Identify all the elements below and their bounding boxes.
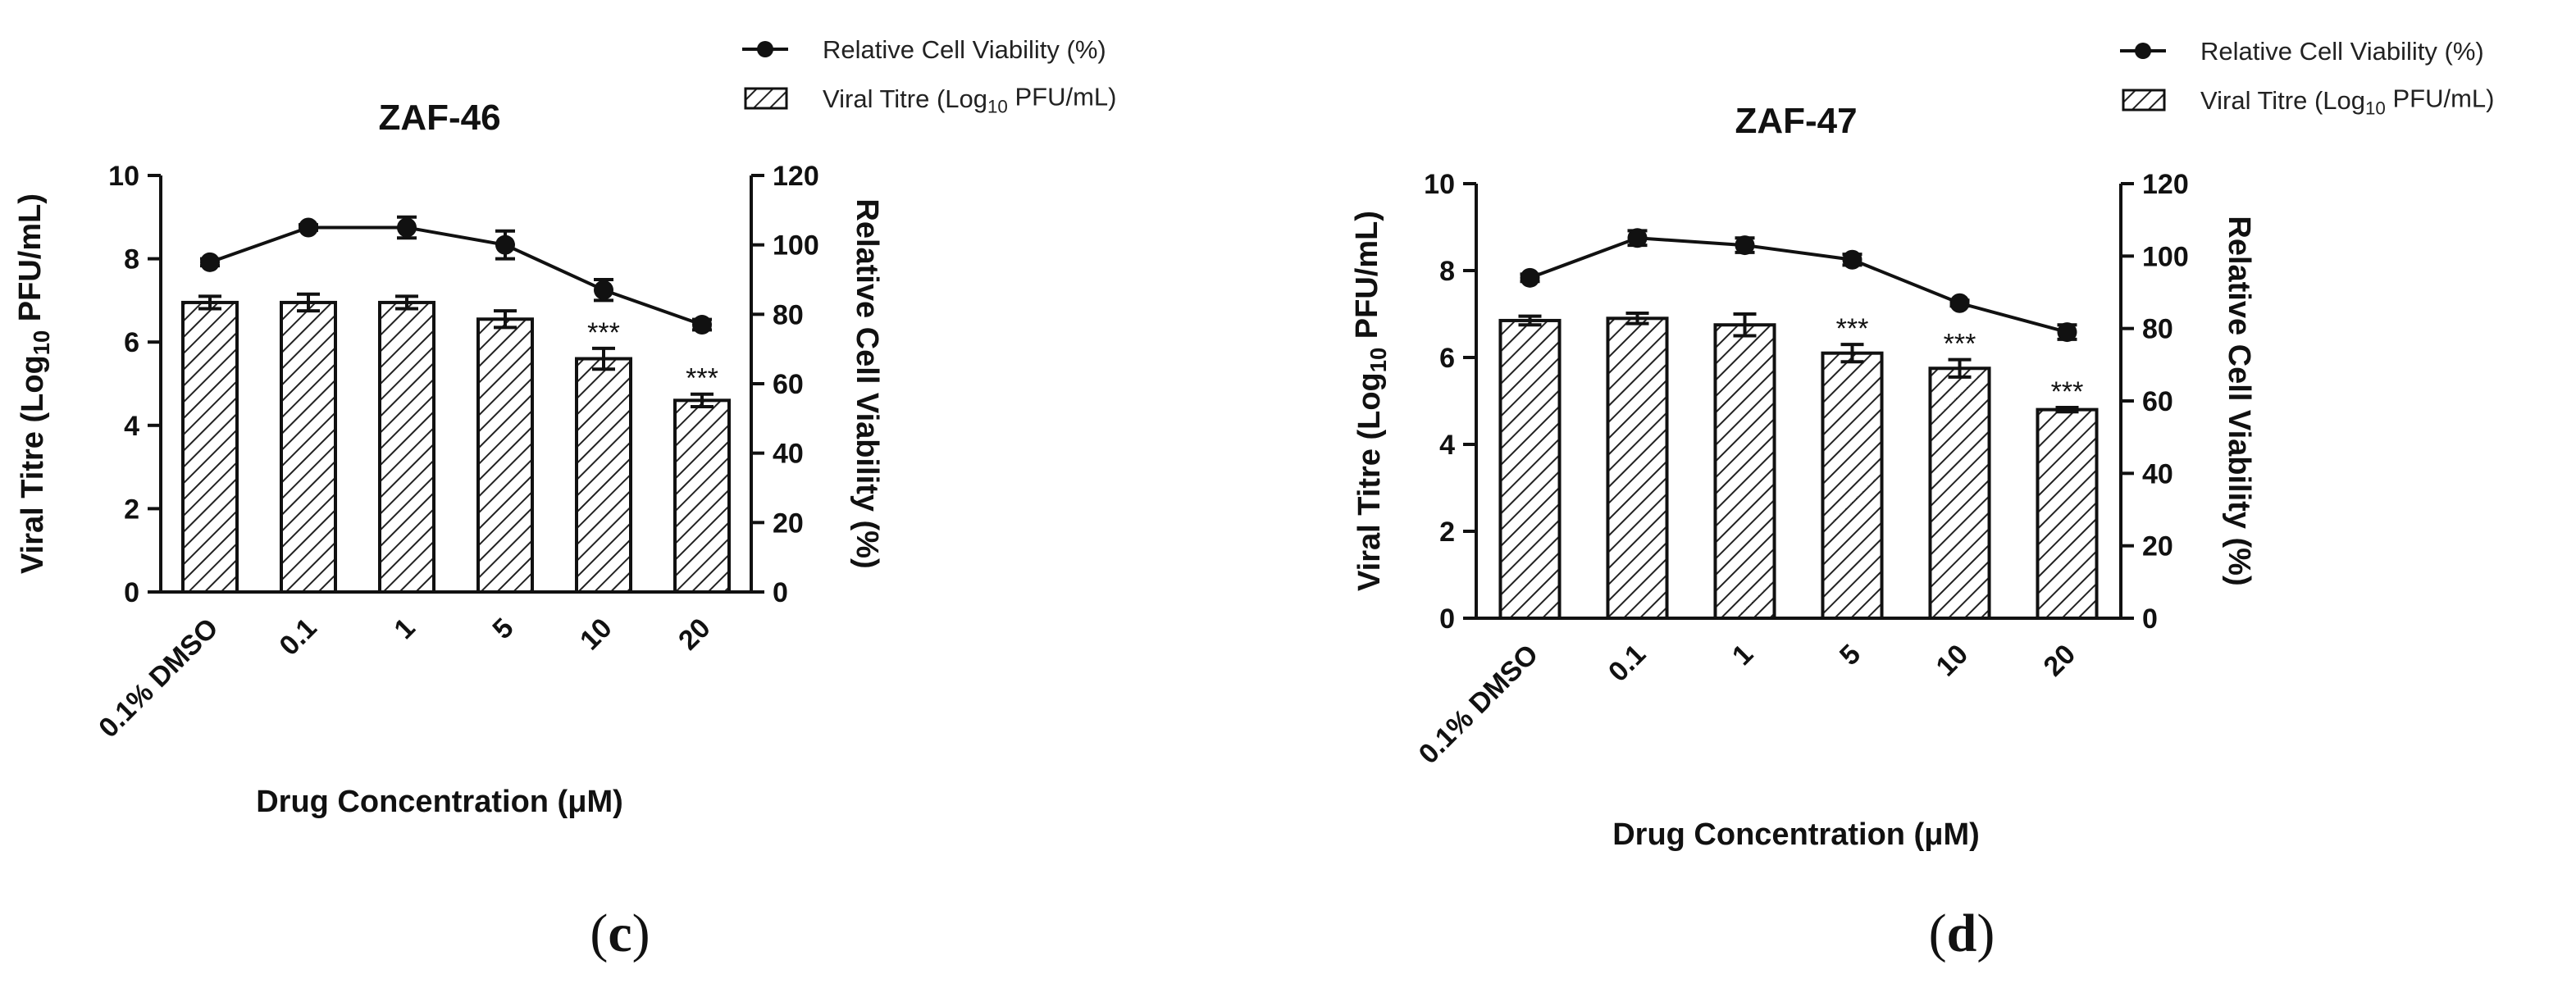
x-axis-label: Drug Concentration (μM) — [256, 785, 623, 819]
left-y-tick-label: 10 — [1424, 169, 1455, 200]
titre-bar — [1713, 323, 1776, 620]
significance-mark: *** — [686, 363, 718, 394]
left-y-tick-label: 0 — [124, 577, 139, 608]
left-y-tick-label: 2 — [1439, 517, 1455, 548]
titre-bar — [280, 300, 337, 594]
viability-point — [2057, 322, 2077, 343]
left-y-tick-label: 10 — [108, 161, 139, 192]
left-y-tick-label: 2 — [124, 494, 139, 525]
x-tick-label: 0.1% DMSO — [1413, 639, 1544, 770]
titre-bar — [378, 300, 435, 594]
x-tick-label: 1 — [1726, 639, 1759, 671]
right-y-tick-label: 20 — [2142, 531, 2173, 562]
viability-point — [1520, 267, 1540, 288]
x-tick-label: 1 — [388, 612, 421, 645]
legend-label-titre: Viral Titre (Log10 PFU/mL) — [823, 82, 1116, 116]
x-tick-label: 5 — [486, 612, 519, 645]
x-tick-label: 0.1 — [273, 612, 322, 662]
x-tick-label: 10 — [1931, 639, 1975, 683]
right-y-tick-label: 0 — [773, 577, 788, 608]
legend-hatch-swatch — [2122, 89, 2166, 112]
viability-point — [299, 217, 318, 238]
viability-point — [1842, 249, 1862, 270]
right-y-tick-label: 60 — [2142, 386, 2173, 417]
left-y-tick-label: 8 — [124, 244, 139, 275]
titre-bar — [1498, 318, 1562, 620]
significance-mark: *** — [1944, 329, 1976, 360]
right-y-tick-label: 100 — [2142, 241, 2189, 272]
x-tick-label: 0.1% DMSO — [93, 612, 224, 744]
panel-label: (d) — [1929, 904, 1995, 963]
chart-title: ZAF-47 — [1735, 101, 1857, 141]
legend-label-viability: Relative Cell Viability (%) — [2200, 37, 2484, 66]
left-y-tick-label: 4 — [124, 411, 139, 442]
x-tick-label: 0.1 — [1603, 639, 1652, 688]
right-y-axis-label: Relative Cell Viability (%) — [2222, 216, 2256, 585]
titre-bar — [1606, 316, 1669, 620]
titre-bar — [1928, 366, 1991, 620]
viability-point — [1627, 228, 1648, 248]
viability-point — [692, 315, 712, 335]
left-y-tick-label: 6 — [124, 327, 139, 358]
right-y-tick-label: 0 — [2142, 603, 2158, 635]
right-y-tick-label: 80 — [2142, 314, 2173, 345]
right-y-tick-label: 20 — [773, 508, 804, 539]
left-y-axis-label: Viral Titre (Log10 PFU/mL) — [1350, 211, 1391, 591]
viability-line — [209, 225, 703, 326]
left-y-tick-label: 0 — [1439, 603, 1455, 635]
legend-hatch-swatch — [744, 87, 788, 110]
legend-marker-swatch — [2135, 43, 2151, 59]
right-y-tick-label: 60 — [773, 369, 804, 400]
x-tick-label: 20 — [2038, 639, 2082, 683]
left-y-tick-label: 8 — [1439, 256, 1455, 287]
chart-title: ZAF-46 — [378, 98, 500, 138]
left-y-tick-label: 4 — [1439, 430, 1455, 461]
legend-marker-swatch — [757, 41, 773, 57]
x-tick-label: 20 — [672, 612, 717, 657]
titre-bar — [1821, 351, 1884, 620]
left-y-tick-label: 6 — [1439, 343, 1455, 374]
right-y-tick-label: 80 — [773, 299, 804, 330]
viability-point — [1735, 235, 1755, 256]
titre-bar — [181, 300, 239, 594]
viability-point — [1949, 293, 1970, 313]
right-y-axis-label: Relative Cell Viability (%) — [850, 198, 884, 568]
viability-line — [1529, 236, 2068, 335]
legend-label-viability: Relative Cell Viability (%) — [823, 35, 1106, 64]
significance-mark: *** — [1836, 313, 1869, 344]
viability-point — [397, 217, 417, 238]
viability-point — [594, 280, 613, 300]
viability-point — [200, 252, 220, 272]
viability-point — [495, 234, 515, 255]
right-y-tick-label: 120 — [2142, 169, 2189, 200]
significance-mark: *** — [2051, 376, 2084, 407]
legend-label-titre: Viral Titre (Log10 PFU/mL) — [2200, 84, 2494, 118]
right-y-tick-label: 100 — [773, 230, 819, 262]
x-axis-label: Drug Concentration (μM) — [1612, 817, 1980, 852]
titre-bar — [673, 398, 731, 594]
titre-bar — [476, 317, 534, 594]
right-y-tick-label: 40 — [2142, 458, 2173, 489]
titre-bar — [575, 357, 632, 594]
x-tick-label: 5 — [1834, 639, 1867, 671]
panel-label: (c) — [590, 904, 650, 963]
right-y-tick-label: 40 — [773, 439, 804, 470]
right-y-tick-label: 120 — [773, 161, 819, 192]
significance-mark: *** — [587, 317, 620, 348]
titre-bar — [2036, 407, 2099, 620]
left-y-axis-label: Viral Titre (Log10 PFU/mL) — [13, 193, 54, 574]
x-tick-label: 10 — [574, 612, 618, 657]
